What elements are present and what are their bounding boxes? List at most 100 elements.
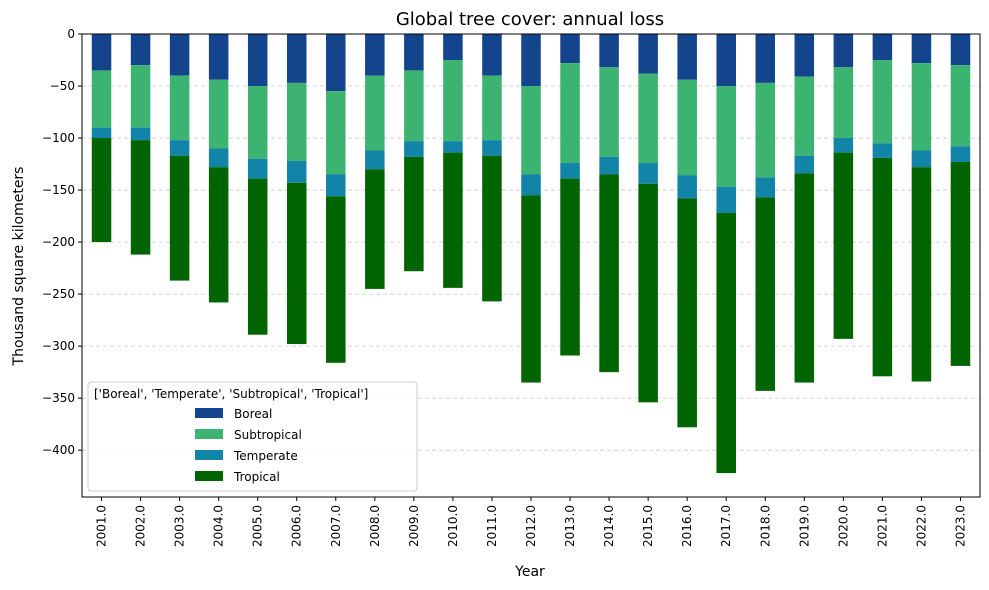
bar-tropical bbox=[247, 178, 268, 335]
y-tick-label: −400 bbox=[42, 443, 75, 457]
bar-temperate bbox=[169, 140, 190, 156]
bar-tropical bbox=[326, 196, 346, 363]
bar-boreal bbox=[286, 34, 307, 83]
x-axis-label: Year bbox=[514, 564, 545, 580]
bar-subtropical bbox=[521, 86, 541, 175]
bar-subtropical bbox=[560, 63, 580, 164]
bar-subtropical bbox=[950, 65, 971, 147]
y-tick-label: −250 bbox=[42, 287, 75, 301]
x-tick-label: 2006.0 bbox=[290, 505, 304, 547]
x-tick-label: 2018.0 bbox=[758, 505, 772, 547]
x-tick-label: 2015.0 bbox=[641, 505, 655, 547]
bar-temperate bbox=[599, 156, 619, 175]
bar-boreal bbox=[638, 34, 658, 74]
bar-boreal bbox=[521, 34, 541, 87]
bar-boreal bbox=[599, 34, 619, 68]
x-tick-label: 2005.0 bbox=[251, 505, 265, 547]
legend-label-temperate: Temperate bbox=[233, 449, 298, 463]
y-axis-label: Thousand square kilometers bbox=[11, 167, 27, 367]
bar-subtropical bbox=[482, 75, 502, 141]
bar-subtropical bbox=[365, 75, 385, 151]
bar-boreal bbox=[404, 34, 424, 71]
bar-subtropical bbox=[794, 76, 815, 156]
bar-tropical bbox=[443, 152, 463, 288]
y-tick-label: −50 bbox=[50, 79, 75, 93]
x-tick-label: 2023.0 bbox=[953, 505, 967, 547]
bar-boreal bbox=[443, 34, 463, 61]
bars-layer bbox=[91, 34, 971, 474]
bar-boreal bbox=[911, 34, 932, 64]
x-tick-label: 2008.0 bbox=[368, 505, 382, 547]
bar-subtropical bbox=[404, 70, 424, 142]
bar-subtropical bbox=[208, 79, 229, 149]
bar-boreal bbox=[130, 34, 151, 66]
bar-boreal bbox=[872, 34, 893, 61]
x-tick-label: 2007.0 bbox=[329, 505, 343, 547]
legend: ['Boreal', 'Temperate', 'Subtropical', '… bbox=[87, 381, 418, 492]
bar-subtropical bbox=[911, 63, 932, 151]
bar-boreal bbox=[833, 34, 854, 68]
bar-subtropical bbox=[169, 75, 190, 141]
bar-temperate bbox=[482, 140, 502, 156]
x-tick-label: 2011.0 bbox=[485, 505, 499, 547]
bar-subtropical bbox=[872, 60, 893, 144]
bar-temperate bbox=[638, 163, 658, 184]
y-tick-label: −300 bbox=[42, 339, 75, 353]
legend-label-boreal: Boreal bbox=[234, 407, 272, 421]
legend-title: ['Boreal', 'Temperate', 'Subtropical', '… bbox=[94, 387, 368, 401]
bar-subtropical bbox=[443, 60, 463, 142]
bar-boreal bbox=[950, 34, 971, 66]
legend-swatch-temperate bbox=[195, 450, 223, 460]
bar-tropical bbox=[482, 155, 502, 302]
bar-tropical bbox=[638, 183, 658, 403]
legend-swatch-boreal bbox=[195, 408, 223, 418]
bar-tropical bbox=[794, 173, 815, 383]
bar-subtropical bbox=[677, 79, 697, 176]
y-tick-label: 0 bbox=[67, 27, 75, 41]
x-tick-label: 2004.0 bbox=[212, 505, 226, 547]
bar-temperate bbox=[521, 174, 541, 196]
bar-subtropical bbox=[130, 65, 151, 128]
bar-tropical bbox=[716, 212, 736, 474]
bar-tropical bbox=[404, 156, 424, 272]
y-tick-label: −200 bbox=[42, 235, 75, 249]
y-tick-label: −100 bbox=[42, 131, 75, 145]
legend-label-tropical: Tropical bbox=[233, 470, 280, 484]
y-tick-label: −150 bbox=[42, 183, 75, 197]
chart-title: Global tree cover: annual loss bbox=[396, 9, 664, 30]
y-ticks: 0 −50 −100 −150 −200 −250 −300 −350 −400 bbox=[42, 27, 82, 457]
bar-subtropical bbox=[286, 82, 307, 161]
x-tick-label: 2019.0 bbox=[797, 505, 811, 547]
bar-temperate bbox=[950, 146, 971, 162]
bar-tropical bbox=[560, 178, 580, 356]
legend-box bbox=[87, 381, 418, 492]
bar-temperate bbox=[91, 127, 112, 139]
bar-boreal bbox=[716, 34, 736, 87]
legend-label-subtropical: Subtropical bbox=[234, 428, 302, 442]
bar-temperate bbox=[716, 186, 736, 213]
bar-tropical bbox=[599, 174, 619, 373]
x-tick-label: 2021.0 bbox=[875, 505, 889, 547]
bar-subtropical bbox=[755, 82, 776, 178]
bar-tropical bbox=[950, 161, 971, 366]
bar-subtropical bbox=[716, 86, 736, 187]
bar-tropical bbox=[833, 152, 854, 339]
x-tick-label: 2014.0 bbox=[602, 505, 616, 547]
bar-boreal bbox=[482, 34, 502, 76]
bar-temperate bbox=[677, 175, 697, 199]
bar-temperate bbox=[404, 141, 424, 157]
bar-tropical bbox=[91, 138, 112, 243]
bar-temperate bbox=[130, 127, 151, 141]
bar-tropical bbox=[677, 198, 697, 428]
legend-swatch-tropical bbox=[195, 471, 223, 481]
bar-tropical bbox=[169, 155, 190, 281]
x-tick-label: 2003.0 bbox=[173, 505, 187, 547]
x-tick-label: 2016.0 bbox=[680, 505, 694, 547]
bar-temperate bbox=[911, 150, 932, 168]
x-tick-label: 2010.0 bbox=[446, 505, 460, 547]
bar-boreal bbox=[326, 34, 346, 92]
bar-tropical bbox=[130, 140, 151, 255]
bar-boreal bbox=[365, 34, 385, 76]
bar-boreal bbox=[755, 34, 776, 83]
